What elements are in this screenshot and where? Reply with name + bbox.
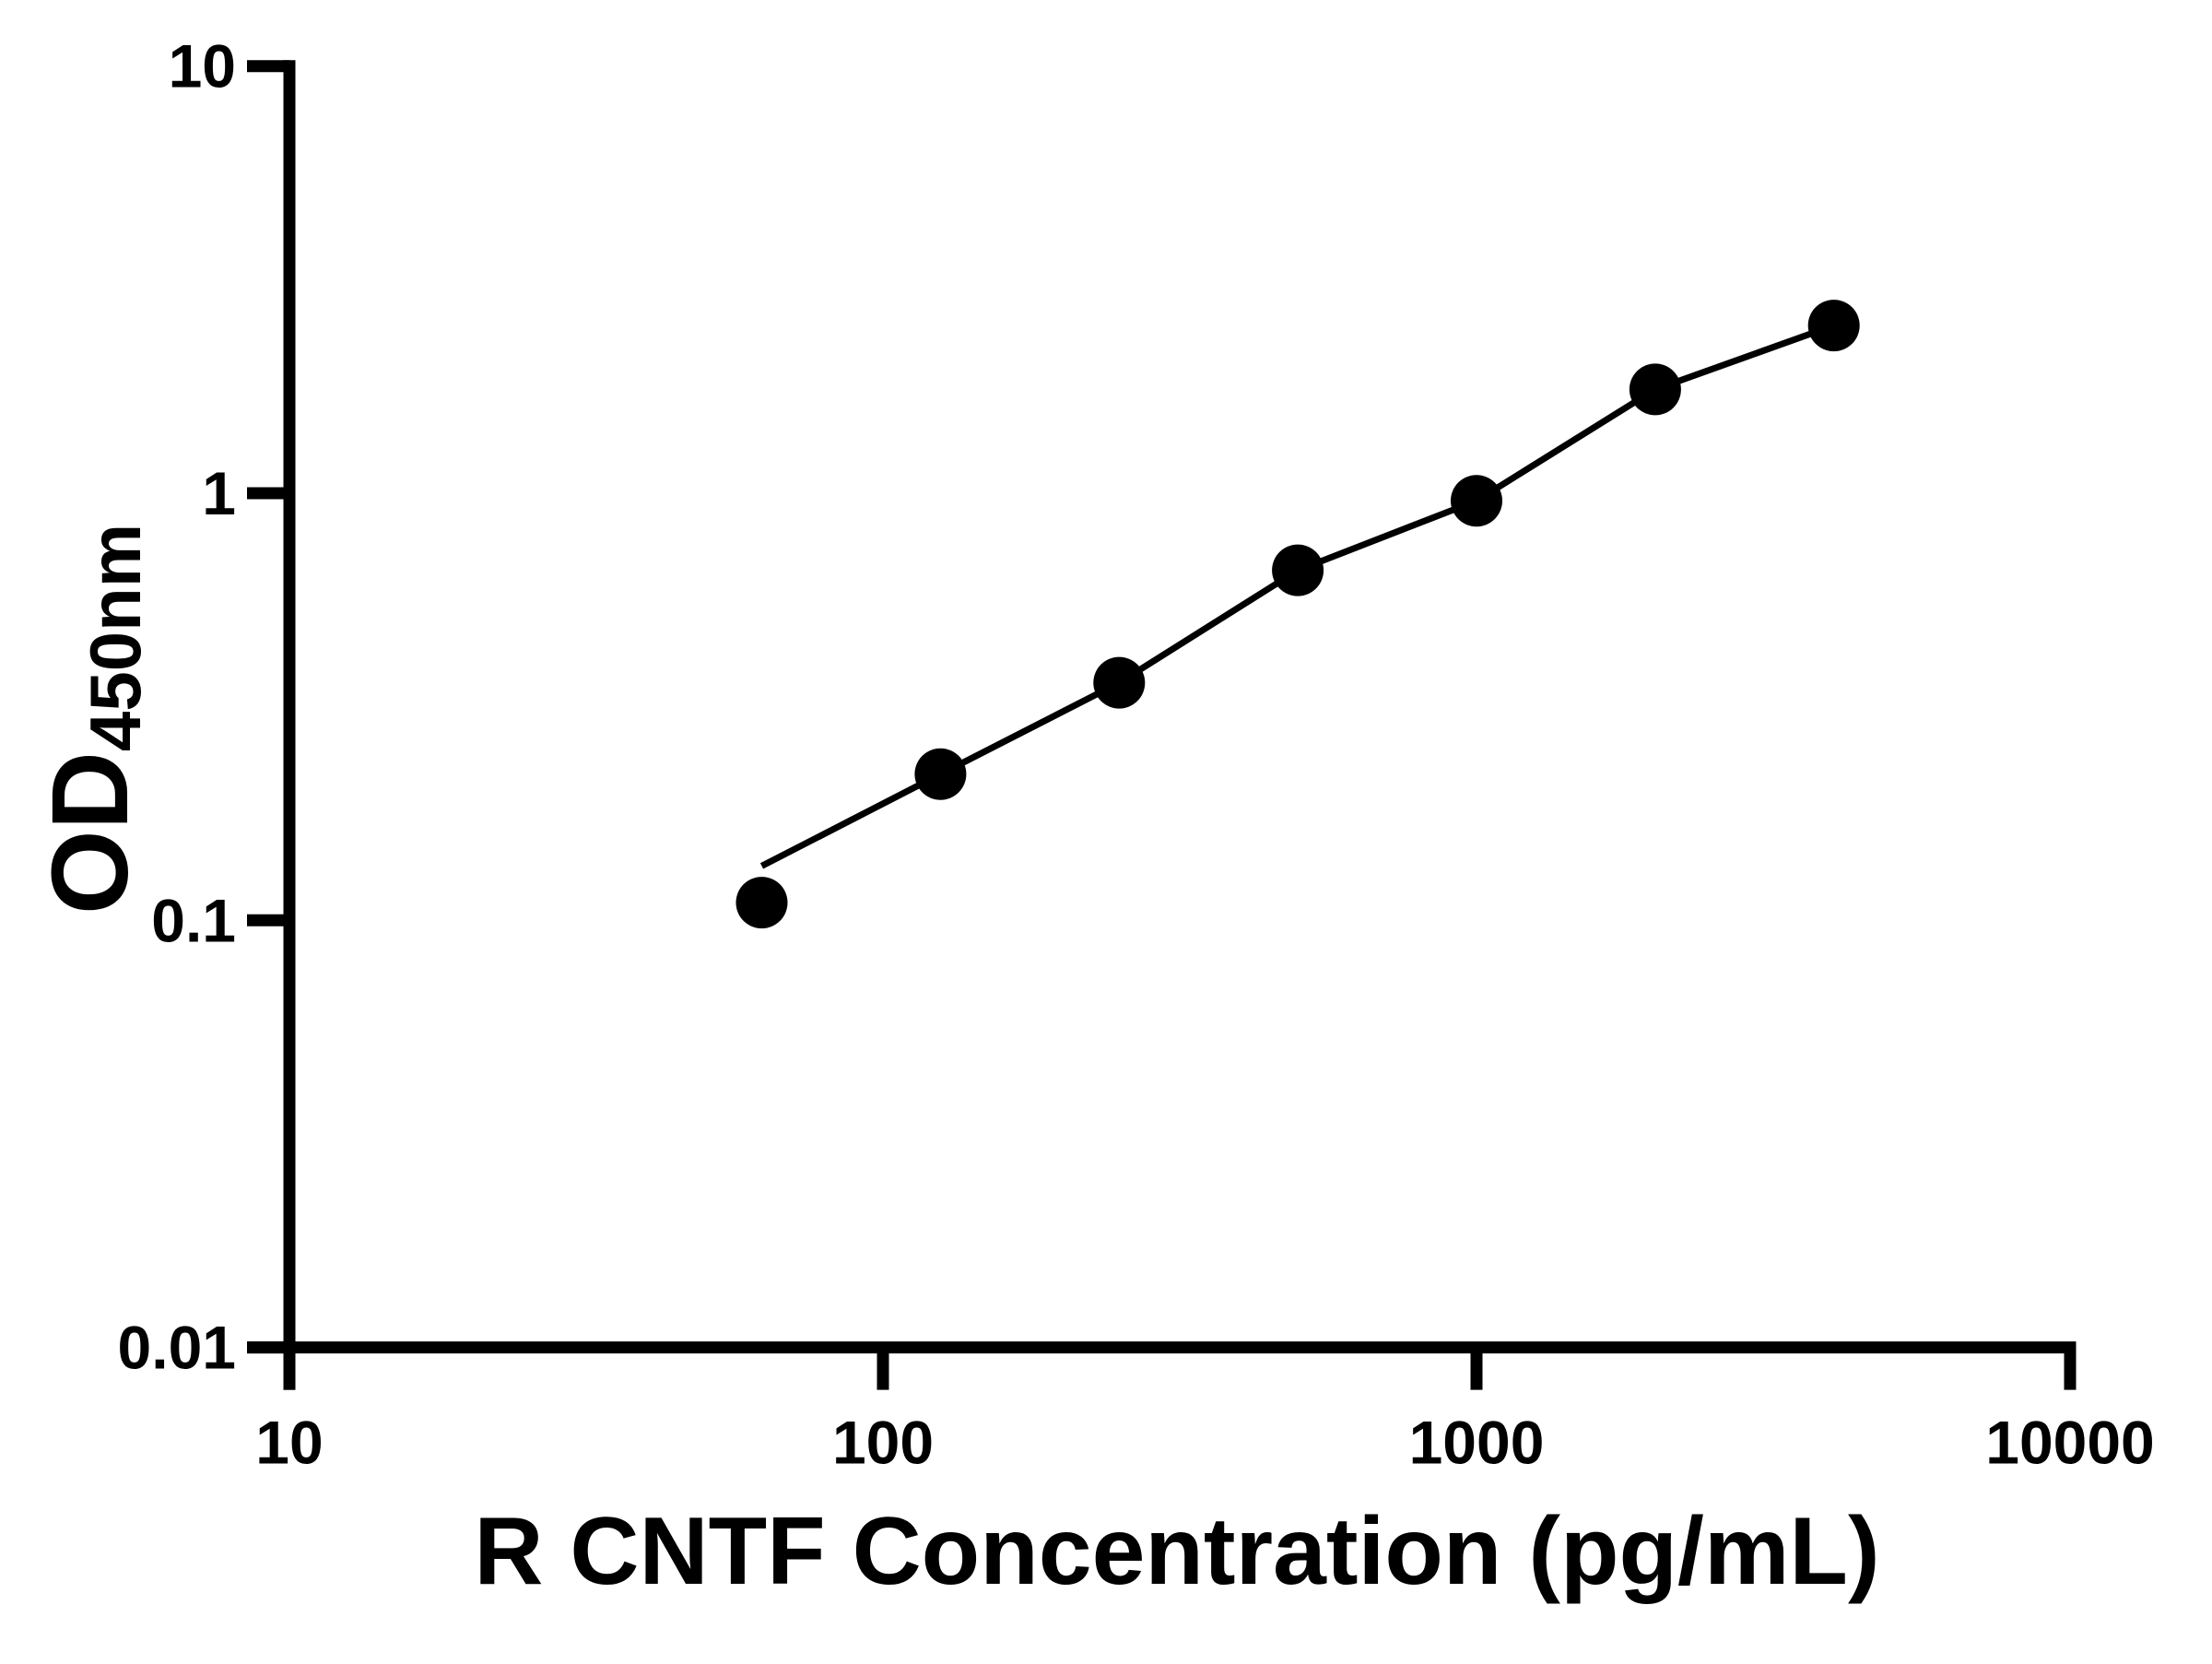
y-tick-label: 0.01 [118,1314,236,1382]
y-axis-title-subscript: 450nm [75,524,156,751]
axis-tick-labels: 10 1 0.1 0.01 10 100 1000 10000 [118,32,2155,1477]
y-tick-label: 1 [202,459,236,527]
data-points [735,300,1860,929]
x-tick-label: 10000 [1985,1409,2155,1477]
x-tick-label: 100 [832,1409,934,1477]
data-point [1093,656,1146,709]
data-point [1451,475,1502,527]
y-tick-label: 0.1 [151,886,236,954]
data-point [1272,544,1324,596]
y-axis-title-main: OD [29,751,151,915]
y-tick-label: 10 [169,32,236,100]
axis-ticks [247,60,2077,1390]
x-axis-title: R CNTF Concentration (pg/mL) [474,1498,1879,1605]
data-point [1629,363,1681,416]
data-point [735,877,788,929]
y-axis-title: OD450nm [29,524,156,915]
data-point [1807,300,1860,352]
x-tick-label: 10 [255,1409,323,1477]
x-tick-label: 1000 [1409,1409,1545,1477]
data-point [914,748,967,800]
axes [247,60,2077,1390]
